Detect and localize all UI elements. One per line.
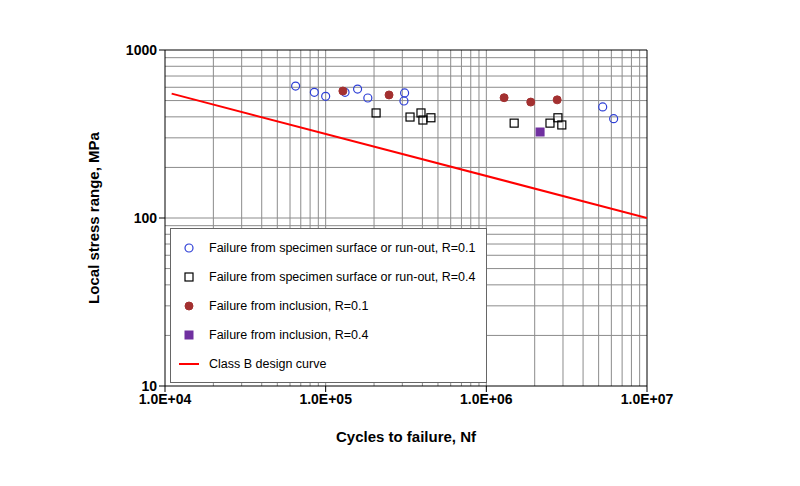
svg-text:1.0E+04: 1.0E+04 [138,390,192,407]
svg-text:1.0E+06: 1.0E+06 [460,391,513,407]
svg-text:1.0E+07: 1.0E+07 [621,391,674,407]
html-text:Failure from inclusion, R=0.1: Failure from inclusion, R=0.1 [209,298,369,313]
svg-text:Local stress range, MPa: Local stress range, MPa [85,131,102,303]
svg-text:1.0E+05: 1.0E+05 [299,391,352,407]
svg-text:10: 10 [141,378,157,394]
html-text:Failure from inclusion, R=0.4: Failure from inclusion, R=0.4 [209,327,369,342]
svg-text:100: 100 [134,210,158,226]
svg-text:1000: 1000 [126,42,157,58]
html-text:Failure from specimen surface: Failure from specimen surface or run-out… [209,240,476,255]
html-text:Failure from specimen surface: Failure from specimen surface or run-out… [209,269,476,284]
svg-text:Cycles to failure, Nf: Cycles to failure, Nf [336,428,477,445]
html-text:Class B design curve: Class B design curve [209,356,327,371]
